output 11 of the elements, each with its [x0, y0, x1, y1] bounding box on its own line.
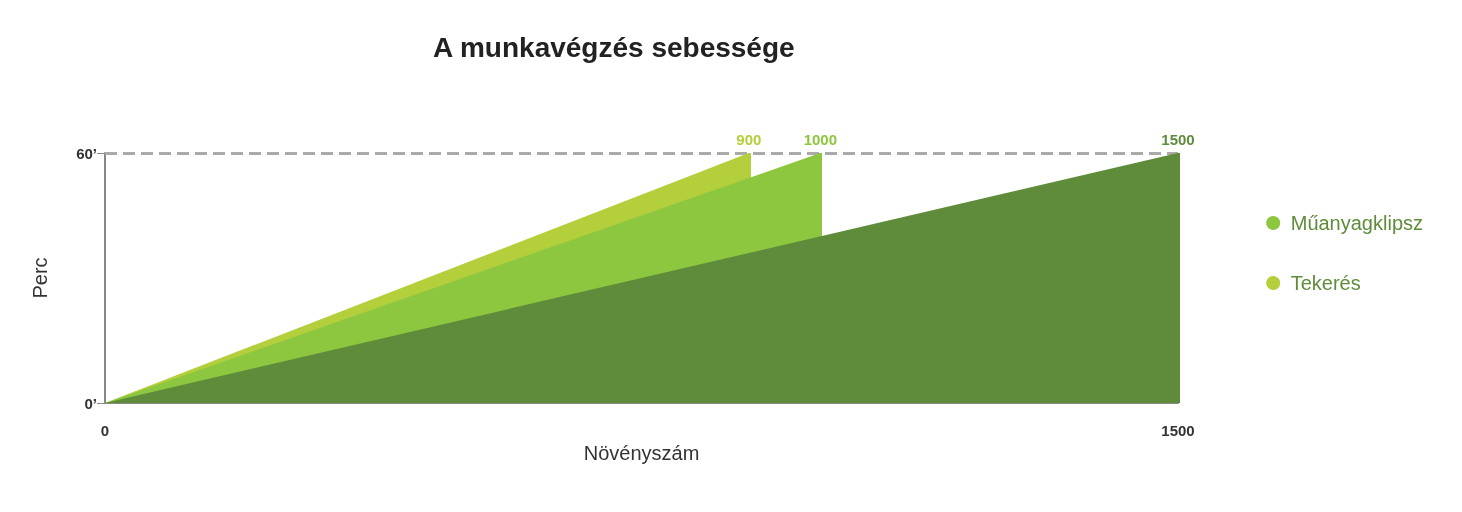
ref-line-label: 900: [736, 131, 762, 148]
y-tick-label: 60’: [76, 144, 97, 162]
y-axis-title: Perc: [29, 257, 51, 299]
ref-line-label: 1500: [1161, 131, 1195, 148]
ref-line-label: 1000: [803, 131, 838, 148]
chart-title: A munkavégzés sebessége: [433, 31, 795, 63]
y-tick-label: 0’: [84, 394, 97, 412]
legend-label: Műanyagklipsz: [1290, 212, 1424, 234]
legend-label: Tekerés: [1290, 272, 1361, 294]
x-axis-title: Növényszám: [583, 441, 700, 464]
x-tick-label: 0: [100, 422, 110, 439]
